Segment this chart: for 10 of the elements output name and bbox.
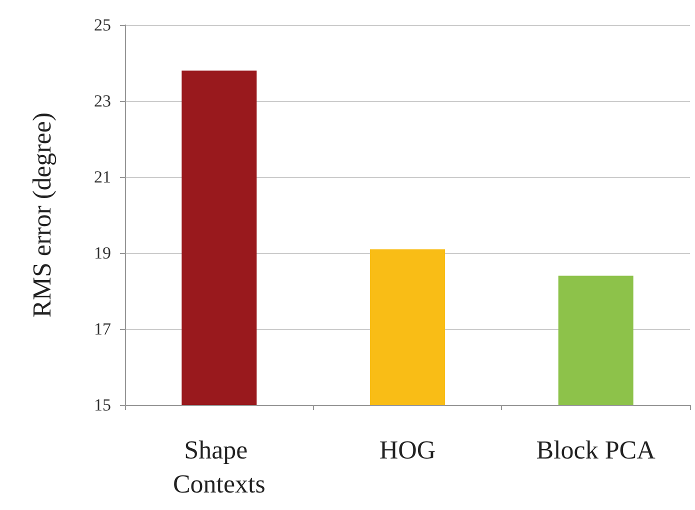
y-tick-label: 15	[94, 396, 111, 414]
y-tick-label: 17	[94, 320, 112, 338]
x-tick-label: Shape Contexts	[172, 436, 266, 498]
y-tick-label: 25	[94, 16, 111, 34]
y-axis-title: RMS error (degree)	[28, 112, 56, 318]
y-tick-label: 19	[94, 244, 111, 262]
y-tick-label: 21	[94, 168, 111, 186]
x-tick-label: Block PCA	[536, 436, 656, 464]
x-tick-label: HOG	[379, 436, 436, 464]
y-tick-label: 23	[94, 92, 111, 110]
